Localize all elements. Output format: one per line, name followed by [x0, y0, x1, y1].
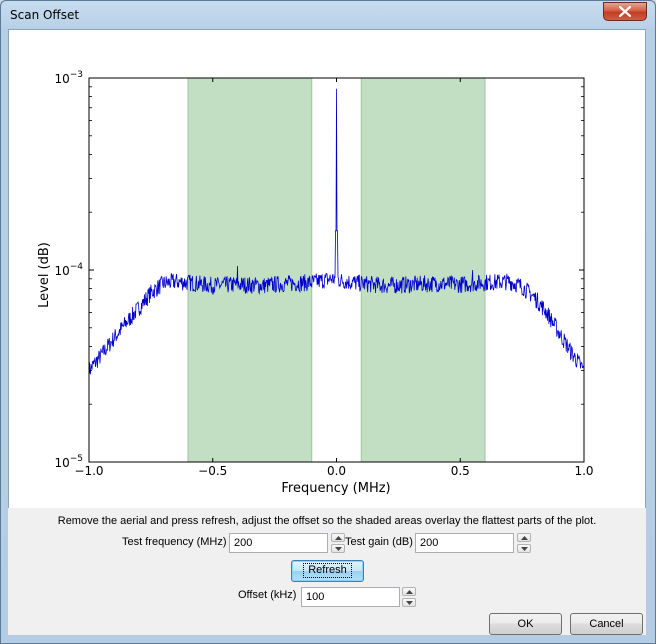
x-tick-label: 1.0: [574, 464, 593, 478]
test-frequency-down-button[interactable]: [331, 544, 345, 553]
x-tick-label: 0.0: [327, 464, 346, 478]
y-axis-ticks: 10−5 10−4 10−3: [54, 70, 584, 470]
x-axis-label: Frequency (MHz): [281, 481, 390, 496]
test-frequency-input[interactable]: 200: [229, 533, 328, 553]
instruction-text: Remove the aerial and press refresh, adj…: [57, 515, 597, 527]
close-button[interactable]: [603, 2, 647, 21]
arrow-up-icon: [335, 536, 342, 540]
y-tick-label: 10−5: [54, 454, 83, 470]
test-gain-label: Test gain (dB): [345, 536, 413, 548]
x-axis-ticks: −1.0 −0.5 0.0 0.5 1.0: [74, 78, 594, 478]
close-icon: [619, 6, 631, 17]
test-gain-down-button[interactable]: [517, 544, 531, 553]
shaded-region-1: [187, 77, 313, 463]
shaded-region-2: [360, 77, 486, 463]
x-tick-label: −1.0: [74, 464, 103, 478]
offset-down-button[interactable]: [402, 598, 416, 607]
offset-spinner[interactable]: [402, 587, 416, 607]
test-frequency-label: Test frequency (MHz): [122, 536, 227, 548]
y-tick-label: 10−4: [54, 262, 83, 278]
arrow-up-icon: [406, 590, 413, 594]
x-tick-label: 0.5: [451, 464, 470, 478]
test-gain-up-button[interactable]: [517, 533, 531, 542]
title-bar[interactable]: Scan Offset: [1, 1, 655, 29]
offset-label: Offset (kHz): [238, 589, 297, 601]
refresh-button-label: Refresh: [303, 563, 352, 578]
y-tick-label: 10−3: [54, 70, 83, 86]
arrow-down-icon: [521, 547, 528, 551]
arrow-down-icon: [406, 601, 413, 605]
shaded-regions: [187, 77, 486, 463]
test-gain-spinner[interactable]: [517, 533, 531, 553]
arrow-down-icon: [335, 547, 342, 551]
y-axis-label: Level (dB): [37, 242, 52, 308]
test-frequency-spinner[interactable]: [331, 533, 345, 553]
cancel-button[interactable]: Cancel: [570, 613, 643, 635]
arrow-up-icon: [521, 536, 528, 540]
x-tick-label: −0.5: [198, 464, 227, 478]
test-frequency-up-button[interactable]: [331, 533, 345, 542]
window-title: Scan Offset: [10, 8, 80, 22]
test-gain-input[interactable]: 200: [415, 533, 514, 553]
ok-button[interactable]: OK: [489, 613, 562, 635]
level-series-line: [88, 88, 585, 380]
frequency-plot: −1.0 −0.5 0.0 0.5 1.0 10−5 10−4 10−3 Frequency…: [37, 70, 594, 496]
offset-up-button[interactable]: [402, 587, 416, 596]
refresh-button[interactable]: Refresh: [291, 560, 364, 582]
offset-input[interactable]: 100: [301, 587, 400, 607]
